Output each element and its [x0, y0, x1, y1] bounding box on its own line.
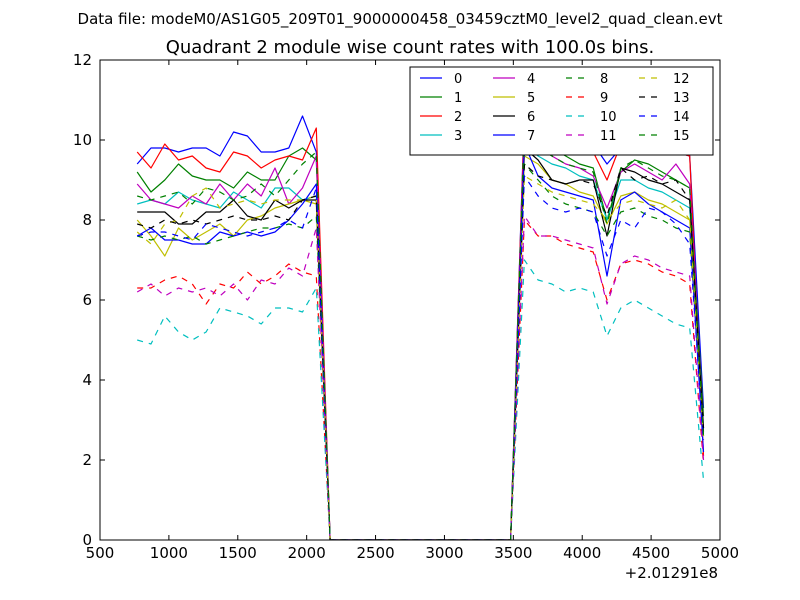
legend-label-10: 10 [600, 110, 617, 125]
x-tick-label: 3500 [494, 544, 532, 562]
x-axis: 500 1000 1500 2000 2500 3000 3500 4000 4500 5000 [86, 60, 739, 562]
legend-label-5: 5 [527, 91, 535, 106]
series-layer [136, 111, 705, 540]
y-tick-label: 8 [82, 211, 92, 229]
legend-label-7: 7 [527, 129, 535, 144]
series-line-14 [137, 175, 705, 540]
x-tick-label: 2500 [356, 544, 394, 562]
y-tick-label: 12 [73, 51, 92, 69]
legend-label-2: 2 [454, 110, 462, 125]
x-tick-label: 5000 [701, 544, 739, 562]
chart-title: Quadrant 2 module wise count rates with … [166, 37, 655, 58]
x-tick-label: 1000 [150, 544, 188, 562]
y-tick-label: 2 [82, 451, 92, 469]
y-tick-label: 10 [73, 131, 92, 149]
figure-suptitle: Data file: modeM0/AS1G05_209T01_90000004… [78, 10, 723, 29]
legend-box [409, 66, 714, 156]
series-line-11 [136, 215, 705, 540]
legend-label-0: 0 [454, 72, 462, 87]
legend-label-15: 15 [673, 129, 690, 144]
legend-label-11: 11 [600, 129, 617, 144]
legend-label-1: 1 [454, 91, 462, 106]
y-tick-label: 4 [82, 371, 92, 389]
x-tick-label: 3000 [425, 544, 463, 562]
y-tick-label: 6 [82, 291, 92, 309]
legend-label-3: 3 [454, 129, 462, 144]
x-tick-label: 1500 [219, 544, 257, 562]
series-line-1 [136, 127, 705, 540]
y-tick-label: 0 [82, 531, 92, 549]
legend-label-13: 13 [673, 91, 690, 106]
x-tick-label: 2000 [288, 544, 326, 562]
legend-label-6: 6 [527, 110, 535, 125]
legend-label-14: 14 [673, 110, 690, 125]
x-offset-label: +2.01291e8 [625, 564, 718, 582]
series-line-9 [137, 219, 705, 540]
series-line-12 [136, 175, 705, 540]
legend-label-9: 9 [600, 91, 608, 106]
series-line-4 [136, 131, 705, 540]
x-tick-label: 4000 [563, 544, 601, 562]
legend-label-4: 4 [527, 72, 535, 87]
legend-label-12: 12 [673, 72, 690, 87]
series-line-6 [137, 147, 705, 540]
legend-label-8: 8 [600, 72, 608, 87]
x-tick-label: 4500 [632, 544, 670, 562]
series-line-8 [137, 163, 705, 540]
x-tick-label: 500 [86, 544, 115, 562]
series-line-10 [137, 259, 705, 540]
